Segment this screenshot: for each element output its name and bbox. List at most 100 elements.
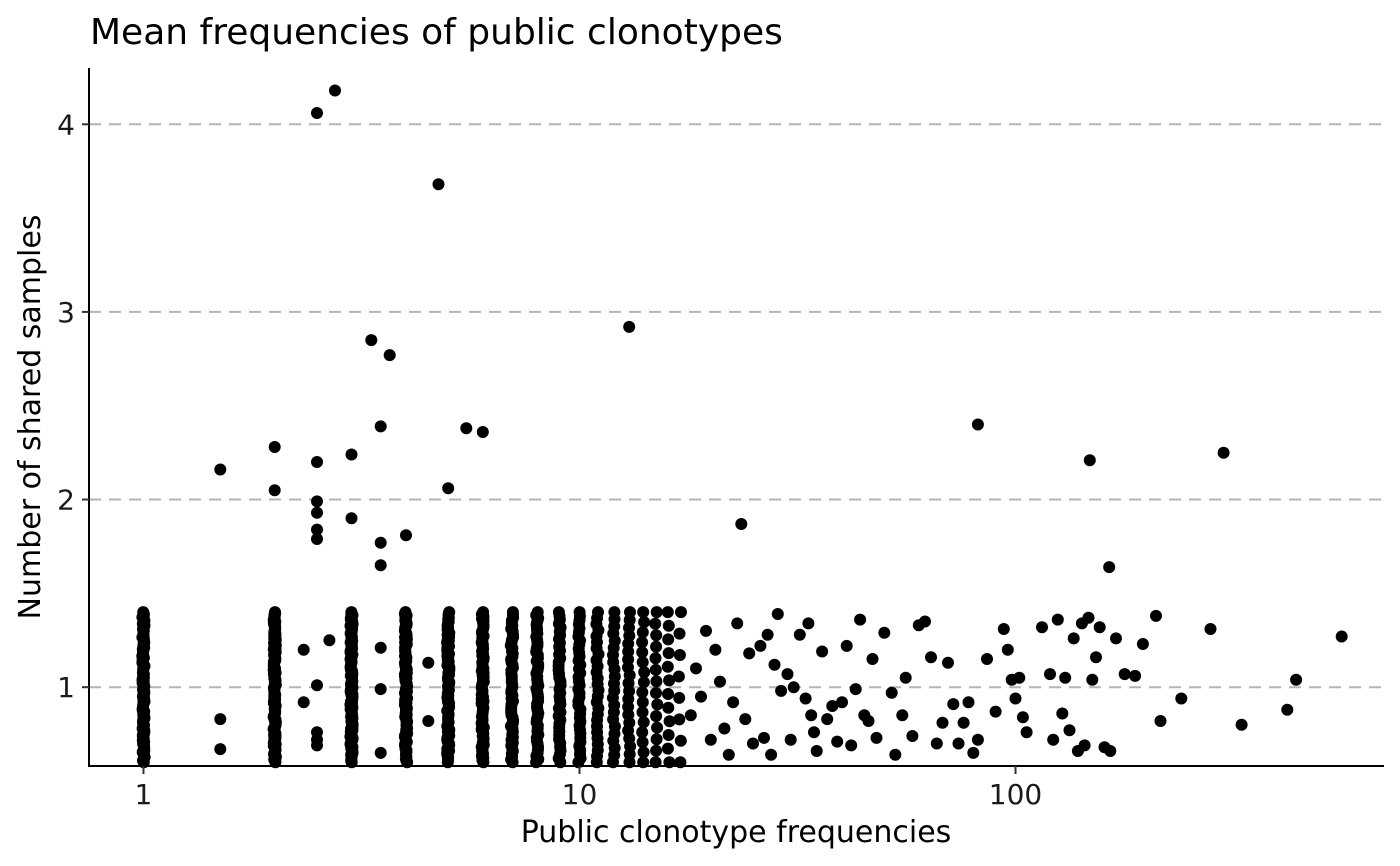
- data-point: [675, 606, 687, 619]
- data-point: [365, 334, 378, 347]
- data-point: [663, 715, 676, 728]
- data-point: [311, 523, 323, 536]
- data-point: [662, 688, 674, 700]
- data-point: [962, 696, 975, 709]
- data-point: [1118, 668, 1131, 681]
- data-point: [506, 606, 519, 619]
- data-point: [810, 745, 823, 757]
- data-point: [374, 746, 387, 759]
- data-point: [1235, 718, 1248, 731]
- data-point: [1001, 643, 1014, 656]
- data-point: [947, 698, 960, 711]
- data-point: [799, 692, 812, 705]
- data-point: [684, 709, 697, 722]
- y-tick-label: 2: [57, 484, 75, 517]
- data-point: [650, 744, 663, 757]
- data-point: [662, 701, 675, 714]
- data-point: [650, 640, 663, 653]
- data-point: [981, 653, 993, 665]
- data-point: [650, 733, 663, 746]
- data-point: [311, 506, 323, 519]
- x-tick-label: 1: [135, 778, 153, 811]
- data-point: [971, 418, 984, 431]
- data-point: [1016, 711, 1029, 724]
- data-point: [374, 683, 387, 696]
- data-point: [754, 639, 767, 652]
- data-point: [775, 684, 788, 697]
- data-point: [808, 726, 820, 739]
- data-point: [649, 652, 662, 665]
- data-point: [821, 713, 834, 726]
- data-point: [967, 746, 980, 759]
- data-point: [649, 617, 662, 630]
- data-point: [1044, 668, 1056, 681]
- data-point: [399, 606, 412, 619]
- data-point: [329, 84, 341, 97]
- data-point: [1136, 638, 1149, 650]
- data-point: [802, 617, 815, 630]
- data-point: [637, 746, 650, 759]
- data-point: [1020, 726, 1033, 739]
- data-point: [311, 679, 323, 692]
- data-point: [1104, 745, 1117, 757]
- data-point: [592, 606, 604, 619]
- data-point: [400, 529, 412, 542]
- data-point: [608, 606, 621, 619]
- data-point: [268, 441, 281, 453]
- data-point: [722, 748, 735, 761]
- data-point: [1047, 733, 1060, 746]
- x-tick-label: 10: [562, 778, 598, 811]
- data-point: [936, 716, 949, 729]
- data-point: [650, 710, 663, 723]
- data-point: [661, 606, 674, 619]
- data-point: [781, 668, 794, 681]
- data-point: [673, 691, 686, 704]
- data-point: [899, 671, 912, 684]
- x-tick-label: 100: [989, 778, 1042, 811]
- data-point: [1110, 632, 1122, 645]
- data-point: [1082, 611, 1095, 624]
- data-point: [997, 623, 1010, 635]
- data-point: [771, 608, 784, 620]
- chart-title: Mean frequencies of public clonotypes: [90, 12, 783, 53]
- data-point: [1204, 623, 1217, 635]
- data-point: [636, 656, 649, 669]
- data-point: [637, 606, 650, 619]
- data-point: [787, 681, 800, 694]
- data-point: [311, 533, 323, 545]
- data-point: [650, 687, 662, 699]
- data-point: [636, 636, 649, 649]
- data-point: [761, 628, 774, 641]
- data-point: [731, 617, 744, 630]
- data-point: [297, 696, 310, 709]
- data-point: [727, 696, 740, 709]
- data-point: [345, 512, 358, 525]
- data-point: [1290, 673, 1303, 686]
- data-point: [889, 748, 902, 761]
- data-point: [552, 606, 565, 619]
- data-point: [651, 698, 664, 711]
- data-point: [636, 726, 649, 739]
- data-point: [870, 731, 883, 744]
- data-point: [638, 666, 651, 679]
- data-point: [651, 721, 664, 734]
- data-point: [1090, 651, 1102, 664]
- data-point: [1056, 707, 1069, 720]
- data-point: [700, 624, 712, 637]
- data-point: [718, 722, 731, 735]
- data-point: [269, 606, 281, 619]
- data-point: [442, 482, 455, 495]
- data-point: [650, 629, 663, 642]
- data-point: [460, 422, 473, 435]
- data-point: [673, 649, 686, 661]
- data-point: [573, 606, 586, 619]
- data-point: [854, 613, 867, 626]
- data-point: [1059, 671, 1072, 684]
- data-point: [311, 495, 323, 508]
- data-point: [623, 320, 636, 333]
- data-point: [661, 660, 674, 673]
- y-tick-label: 1: [57, 671, 75, 704]
- data-point: [1154, 715, 1167, 727]
- data-point: [1078, 739, 1091, 752]
- data-point: [942, 656, 954, 669]
